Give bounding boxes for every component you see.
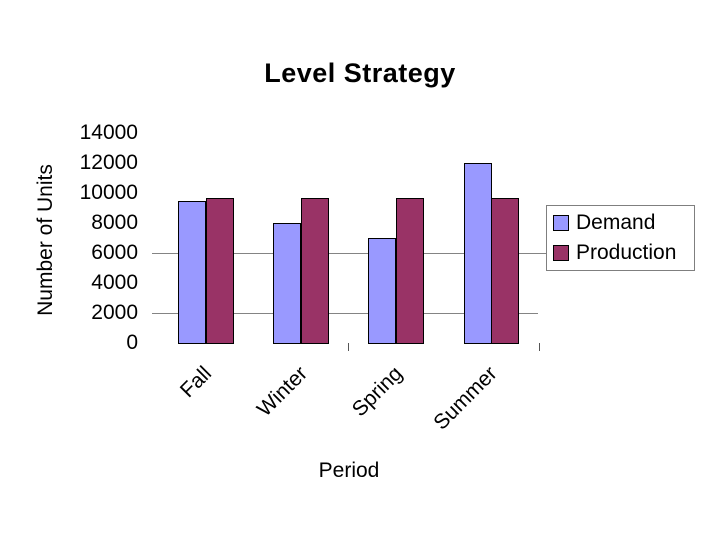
bar-demand-summer [463,163,492,344]
legend-label: Demand [576,211,656,234]
x-category-label-fall: Fall [176,362,217,403]
legend-item-demand: Demand [553,210,694,236]
y-tick-label: 0 [126,331,138,354]
bar-production-summer [491,197,520,344]
y-tick-label: 8000 [91,211,138,234]
x-axis-title: Period [318,459,380,482]
legend-swatch-production [553,245,569,261]
legend-label: Production [576,241,677,264]
y-tick-label: 14000 [79,121,138,144]
x-axis-tick [539,343,540,351]
y-tick-label: 4000 [91,271,138,294]
legend: Demand Production [546,205,695,271]
y-tick-label: 2000 [91,301,138,324]
bar-demand-winter [273,223,302,344]
y-tick-label: 6000 [91,241,138,264]
x-axis-tick [348,343,349,351]
y-tick-label: 12000 [79,151,138,174]
chart-title: Level Strategy [264,58,456,88]
x-category-label-summer: Summer [429,362,502,435]
bar-demand-fall [178,200,206,344]
bar-production-winter [300,197,329,344]
legend-swatch-demand [553,215,569,231]
gridline-2000 [152,313,538,314]
x-category-label-spring: Spring [347,362,407,422]
gridline-6000 [152,253,546,254]
bar-production-fall [205,197,234,344]
bar-demand-spring [368,238,397,344]
y-axis-title: Number of Units [34,164,57,316]
legend-item-production: Production [553,240,694,266]
y-tick-label: 10000 [79,181,138,204]
bar-production-spring [396,197,425,344]
x-category-label-winter: Winter [252,362,312,422]
